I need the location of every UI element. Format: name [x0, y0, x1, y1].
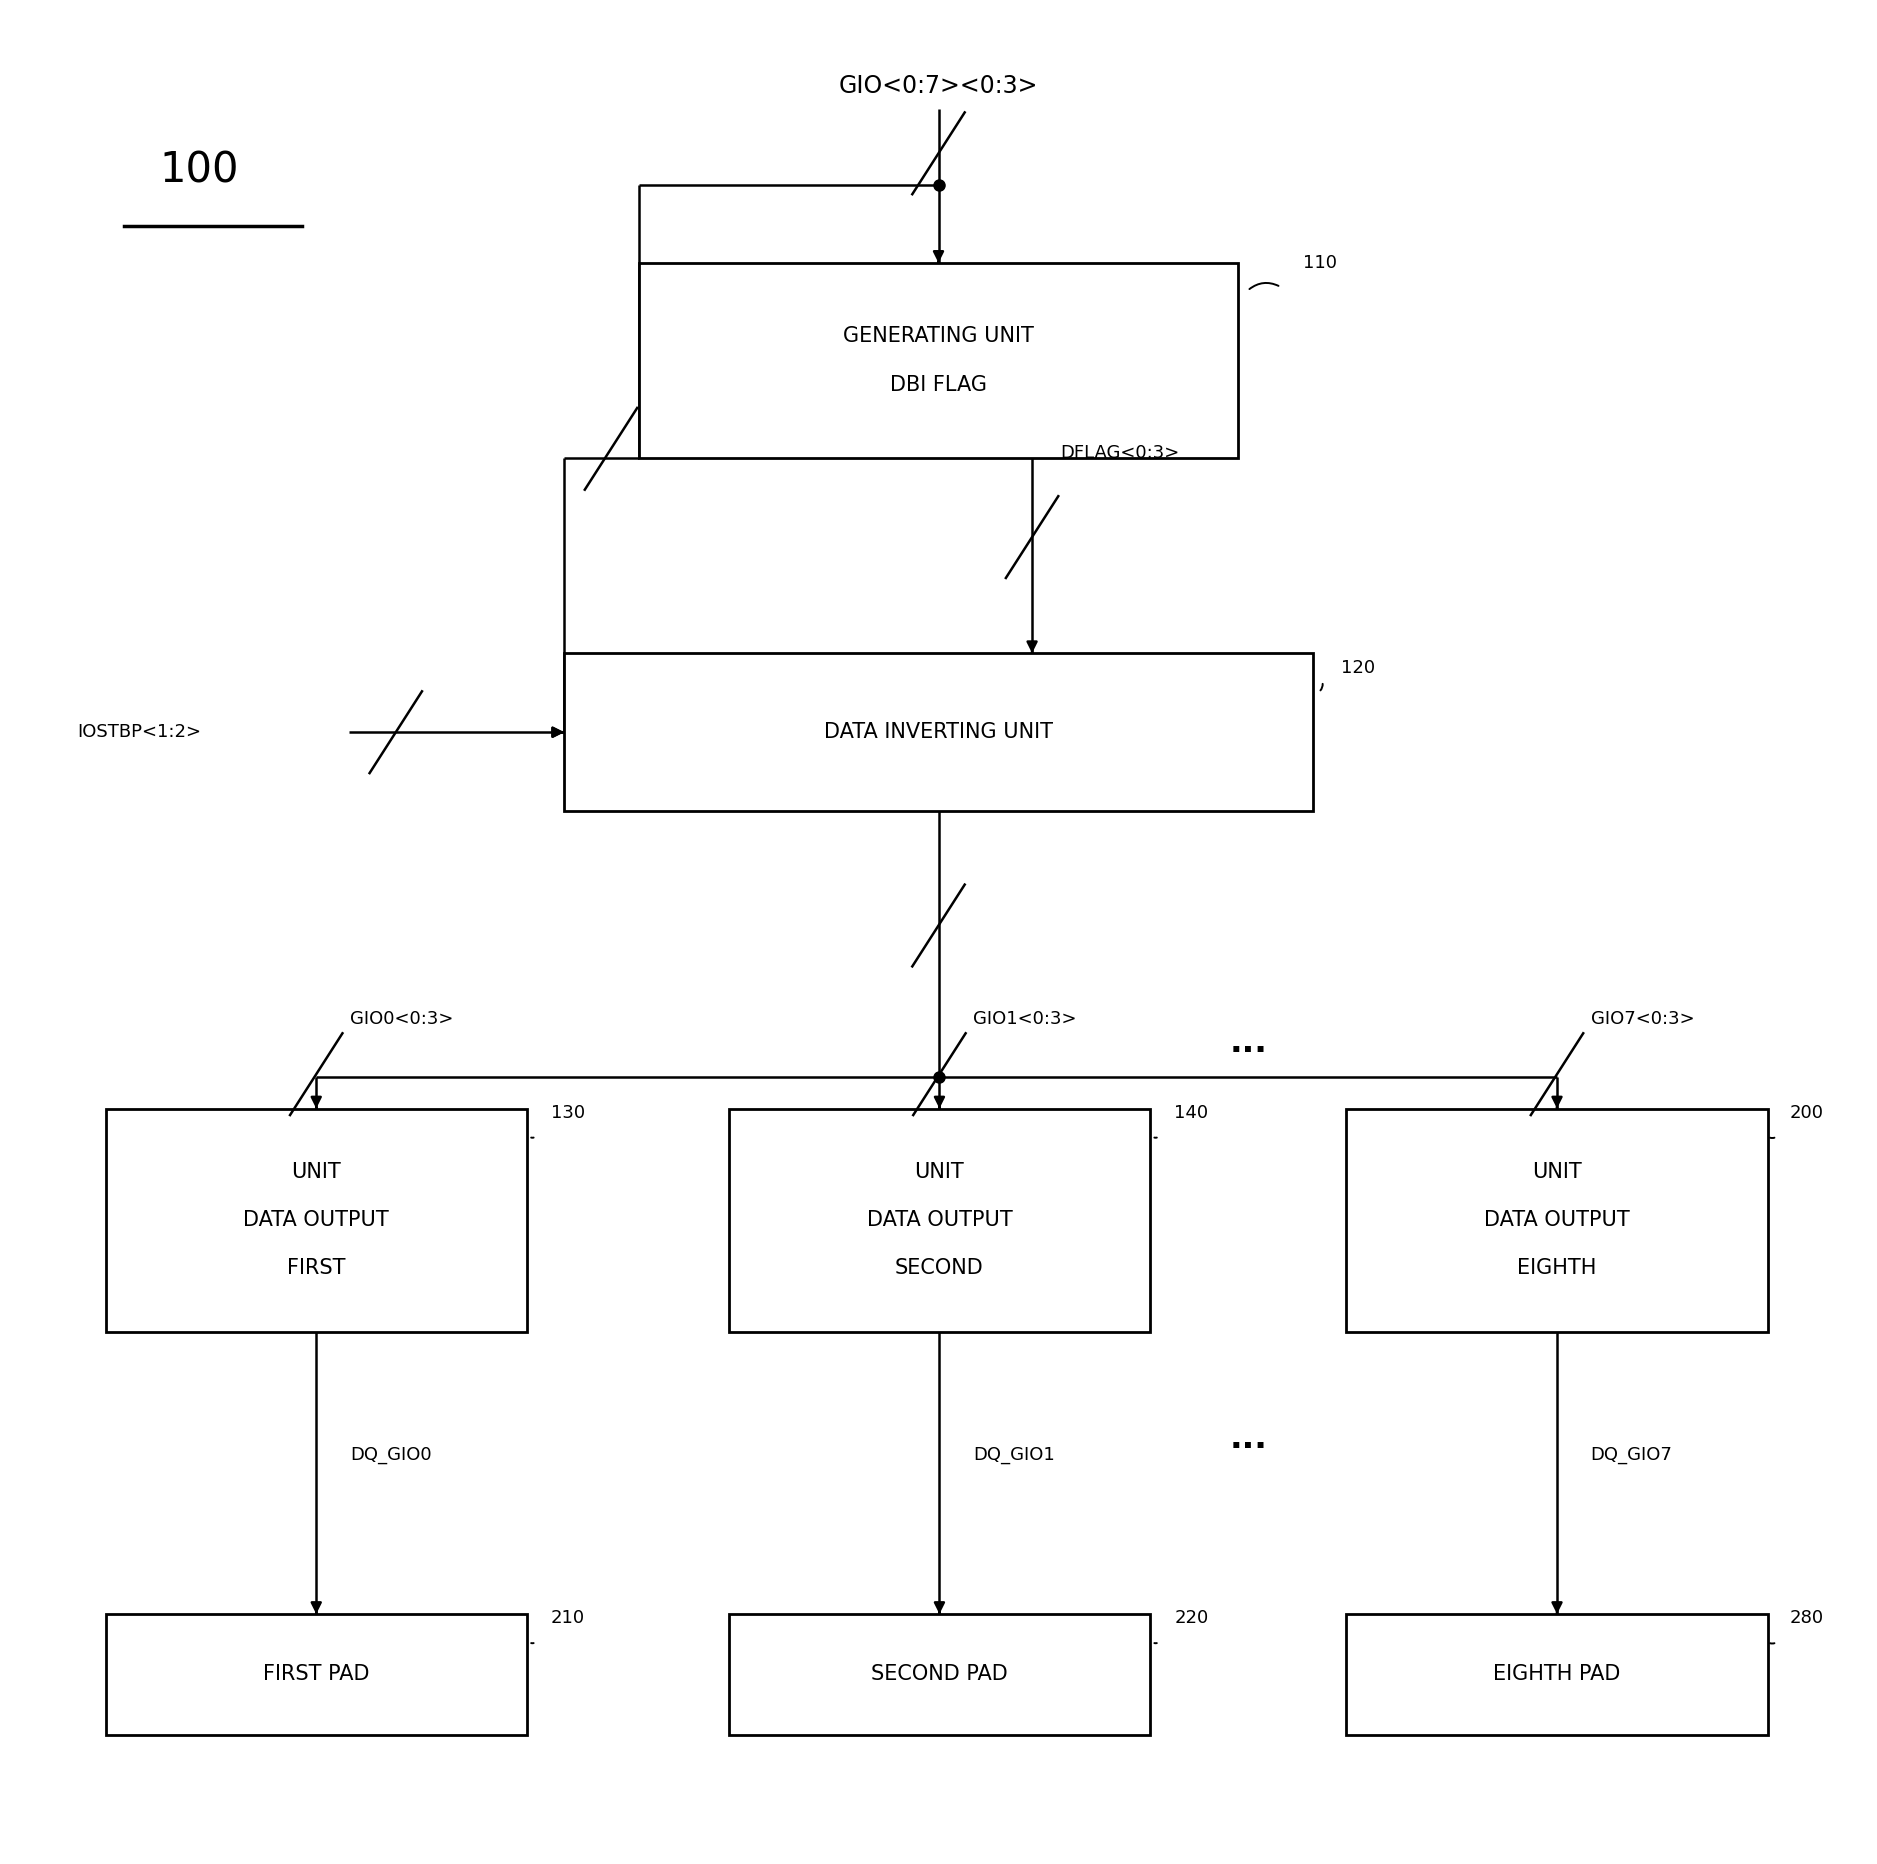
Text: GIO1<0:3>: GIO1<0:3>	[972, 1010, 1077, 1029]
Text: DATA OUTPUT: DATA OUTPUT	[1485, 1210, 1629, 1230]
Text: UNIT: UNIT	[291, 1161, 342, 1182]
Text: GIO0<0:3>: GIO0<0:3>	[349, 1010, 454, 1029]
Text: 280: 280	[1791, 1609, 1824, 1627]
Text: DATA OUTPUT: DATA OUTPUT	[867, 1210, 1012, 1230]
Text: GIO7<0:3>: GIO7<0:3>	[1590, 1010, 1695, 1029]
Text: GIO<0:7><0:3>: GIO<0:7><0:3>	[839, 75, 1038, 99]
Text: DATA OUTPUT: DATA OUTPUT	[244, 1210, 389, 1230]
Text: DQ_GIO7: DQ_GIO7	[1590, 1445, 1672, 1463]
Text: ···: ···	[1229, 1035, 1267, 1068]
Text: DQ_GIO0: DQ_GIO0	[349, 1445, 432, 1463]
Bar	[1346, 1109, 1768, 1331]
Bar	[638, 263, 1239, 459]
Text: 130: 130	[552, 1103, 586, 1122]
Bar	[728, 1614, 1151, 1735]
Text: SECOND PAD: SECOND PAD	[871, 1665, 1008, 1685]
Text: SECOND: SECOND	[895, 1258, 984, 1279]
Text: 110: 110	[1303, 254, 1338, 272]
Bar	[728, 1109, 1151, 1331]
Text: EIGHTH: EIGHTH	[1517, 1258, 1597, 1279]
Text: DFLAG<0:3>: DFLAG<0:3>	[1061, 444, 1179, 462]
Bar	[105, 1109, 527, 1331]
Text: ···: ···	[1229, 1430, 1267, 1463]
Text: FIRST PAD: FIRST PAD	[263, 1665, 370, 1685]
Text: GENERATING UNIT: GENERATING UNIT	[843, 326, 1034, 347]
Text: FIRST: FIRST	[287, 1258, 345, 1279]
Text: DATA INVERTING UNIT: DATA INVERTING UNIT	[824, 721, 1053, 742]
Text: IOSTBP<1:2>: IOSTBP<1:2>	[77, 723, 201, 742]
Bar	[105, 1614, 527, 1735]
Text: 120: 120	[1340, 660, 1376, 677]
Text: 100: 100	[160, 149, 238, 190]
Bar	[1346, 1614, 1768, 1735]
Text: UNIT: UNIT	[1532, 1161, 1582, 1182]
Text: 220: 220	[1175, 1609, 1209, 1627]
Text: DBI FLAG: DBI FLAG	[890, 375, 987, 395]
Bar	[565, 652, 1312, 811]
Text: 200: 200	[1791, 1103, 1824, 1122]
Text: DQ_GIO1: DQ_GIO1	[972, 1445, 1055, 1463]
Text: EIGHTH PAD: EIGHTH PAD	[1494, 1665, 1620, 1685]
Text: 210: 210	[552, 1609, 586, 1627]
Text: 140: 140	[1175, 1103, 1209, 1122]
Text: UNIT: UNIT	[914, 1161, 965, 1182]
